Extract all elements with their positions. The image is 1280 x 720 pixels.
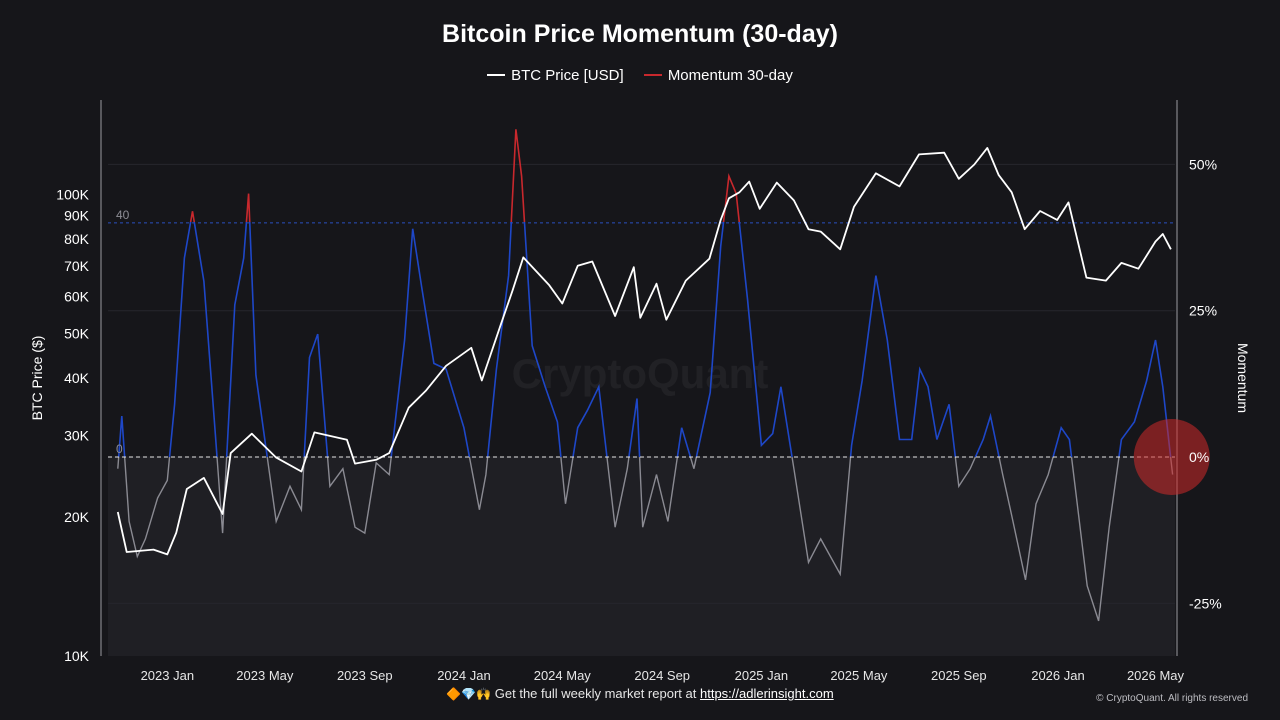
legend-label-price: BTC Price [USD]	[511, 66, 624, 84]
left-tick-label-4: 50K	[64, 325, 90, 341]
legend-item-momentum[interactable]: Momentum 30-day	[643, 66, 793, 84]
x-tick-label-0: 2023 Jan	[141, 668, 195, 683]
left-tick-label-7: 80K	[64, 231, 90, 247]
left-axis-ticks: 10K 20K 30K 40K 50K 60K 70K 80K 90K 100K	[56, 186, 89, 664]
left-tick-label-9: 100K	[56, 186, 89, 202]
highlight-circle	[1133, 419, 1210, 496]
left-tick-label-0: 10K	[64, 648, 90, 664]
momentum-positive-segment	[117, 222, 1172, 457]
copyright: © CryptoQuant. All rights reserved	[1096, 693, 1248, 704]
x-tick-label-9: 2026 Jan	[1031, 668, 1085, 683]
legend-label-momentum: Momentum 30-day	[667, 66, 793, 84]
x-tick-label-6: 2025 Jan	[735, 668, 789, 683]
x-tick-label-1: 2023 May	[236, 668, 294, 683]
x-tick-label-7: 2025 May	[830, 668, 888, 683]
chart-legend: BTC Price [USD] Momentum 30-day	[0, 63, 1280, 84]
momentum-series	[117, 129, 1174, 622]
x-tick-label-2: 2023 Sep	[337, 668, 393, 683]
left-tick-label-8: 90K	[64, 207, 90, 223]
x-tick-label-10: 2026 May	[1127, 668, 1185, 683]
right-axis-label: Momentum	[1235, 343, 1251, 413]
footer-emoji: 🔶💎🙌	[446, 687, 492, 701]
reference-label-40: 40	[116, 208, 130, 222]
right-tick-label-3: -25%	[1189, 595, 1222, 611]
momentum-negative-segment	[117, 457, 1174, 622]
left-tick-label-3: 40K	[64, 370, 90, 386]
chart-title: Bitcoin Price Momentum (30-day)	[442, 20, 838, 48]
x-tick-label-8: 2025 Sep	[931, 668, 987, 683]
left-tick-label-6: 70K	[64, 258, 90, 274]
footer-link[interactable]: https://adlerinsight.com	[699, 686, 834, 701]
legend-swatch-price	[487, 74, 506, 76]
right-axis-ticks: 50% 25% 0% -25%	[1189, 156, 1222, 611]
x-axis-ticks: 2023 Jan 2023 May 2023 Sep 2024 Jan 2024 May…	[141, 668, 1185, 683]
x-tick-label-4: 2024 May	[534, 668, 592, 683]
footer-text: Get the full weekly market report at	[494, 686, 697, 701]
right-tick-label-0: 50%	[1189, 156, 1217, 172]
legend-swatch-momentum	[643, 74, 662, 76]
left-tick-label-1: 20K	[64, 509, 90, 525]
left-tick-label-5: 60K	[64, 289, 90, 305]
legend-item-price[interactable]: BTC Price [USD]	[487, 67, 624, 84]
x-tick-label-5: 2024 Sep	[634, 668, 690, 683]
x-tick-label-3: 2024 Jan	[437, 668, 491, 683]
right-tick-label-1: 25%	[1189, 303, 1217, 319]
left-tick-label-2: 30K	[64, 428, 90, 444]
reference-label-0: 0	[116, 442, 123, 456]
watermark: CryptoQuant	[512, 350, 769, 397]
right-tick-label-2: 0%	[1189, 449, 1209, 465]
footer: 🔶💎🙌 Get the full weekly market report at…	[0, 686, 1280, 701]
left-axis-label: BTC Price ($)	[29, 336, 45, 421]
price-series-line	[116, 147, 1172, 556]
